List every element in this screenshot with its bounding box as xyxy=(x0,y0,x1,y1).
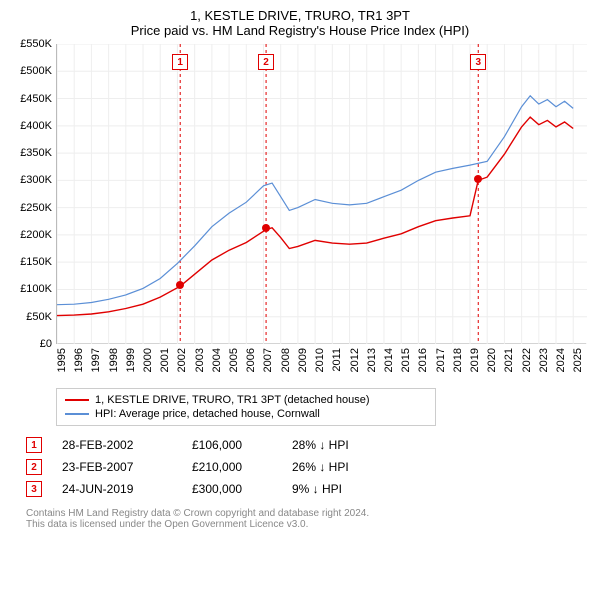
y-tick-label: £300K xyxy=(20,174,52,186)
x-tick-label: 2009 xyxy=(297,348,309,372)
x-tick-label: 2005 xyxy=(228,348,240,372)
legend-swatch xyxy=(65,413,89,415)
x-tick-label: 2017 xyxy=(435,348,447,372)
x-tick-label: 2013 xyxy=(366,348,378,372)
sale-marker: 1 xyxy=(26,437,42,453)
y-tick-label: £150K xyxy=(20,256,52,268)
sale-point xyxy=(176,281,184,289)
y-tick-label: £500K xyxy=(20,65,52,77)
x-tick-label: 2001 xyxy=(159,348,171,372)
y-tick-label: £400K xyxy=(20,120,52,132)
y-tick-label: £100K xyxy=(20,283,52,295)
y-tick-label: £350K xyxy=(20,147,52,159)
sale-marker: 2 xyxy=(26,459,42,475)
y-axis: £0£50K£100K£150K£200K£250K£300K£350K£400… xyxy=(8,44,56,344)
sale-diff: 26% ↓ HPI xyxy=(292,460,382,474)
legend-label: HPI: Average price, detached house, Corn… xyxy=(95,408,320,420)
legend-row: 1, KESTLE DRIVE, TRURO, TR1 3PT (detache… xyxy=(65,393,427,407)
footer-line1: Contains HM Land Registry data © Crown c… xyxy=(26,508,592,519)
footer-line2: This data is licensed under the Open Gov… xyxy=(26,519,592,530)
sales-table: 1 28-FEB-2002 £106,000 28% ↓ HPI 2 23-FEB-200… xyxy=(26,434,592,500)
sale-diff: 28% ↓ HPI xyxy=(292,438,382,452)
y-tick-label: £200K xyxy=(20,229,52,241)
x-tick-label: 2006 xyxy=(245,348,257,372)
x-tick-label: 1998 xyxy=(108,348,120,372)
x-tick-label: 2018 xyxy=(452,348,464,372)
plot-area: £0 £50K £100K £150K £200K £250K £300K £350K £400… xyxy=(8,44,592,384)
y-tick-label: £0 xyxy=(40,338,52,350)
x-tick-label: 2023 xyxy=(538,348,550,372)
x-tick-label: 2000 xyxy=(142,348,154,372)
x-tick-label: 2003 xyxy=(194,348,206,372)
sale-date: 28-FEB-2002 xyxy=(62,438,172,452)
x-tick-label: 2007 xyxy=(262,348,274,372)
x-tick-label: 2024 xyxy=(555,348,567,372)
plot: 1 2 3 xyxy=(56,44,586,344)
x-tick-label: 2002 xyxy=(176,348,188,372)
legend-row: HPI: Average price, detached house, Corn… xyxy=(65,407,427,421)
sale-row: 3 24-JUN-2019 £300,000 9% ↓ HPI xyxy=(26,478,592,500)
legend-label: 1, KESTLE DRIVE, TRURO, TR1 3PT (detache… xyxy=(95,394,370,406)
plot-svg xyxy=(57,44,587,344)
sale-point xyxy=(474,175,482,183)
sale-point xyxy=(262,224,270,232)
sale-price: £106,000 xyxy=(192,438,272,452)
x-tick-label: 2021 xyxy=(503,348,515,372)
x-tick-label: 2004 xyxy=(211,348,223,372)
sale-diff: 9% ↓ HPI xyxy=(292,482,382,496)
sale-label-box: 2 xyxy=(258,54,274,70)
x-tick-label: 2014 xyxy=(383,348,395,372)
chart-container: 1, KESTLE DRIVE, TRURO, TR1 3PT Price pa… xyxy=(0,0,600,538)
x-tick-label: 2015 xyxy=(400,348,412,372)
x-tick-label: 2008 xyxy=(280,348,292,372)
sale-label-box: 3 xyxy=(470,54,486,70)
sale-date: 23-FEB-2007 xyxy=(62,460,172,474)
y-tick-label: £50K xyxy=(26,311,52,323)
y-tick-label: £550K xyxy=(20,38,52,50)
x-axis: 1995 1996 1997 1998 1999 2000 2001 2002 2003 2004… xyxy=(56,344,586,384)
x-tick-label: 2011 xyxy=(331,348,343,372)
x-tick-label: 1999 xyxy=(125,348,137,372)
sale-date: 24-JUN-2019 xyxy=(62,482,172,496)
x-tick-label: 2016 xyxy=(417,348,429,372)
chart-title: 1, KESTLE DRIVE, TRURO, TR1 3PT xyxy=(8,8,592,23)
chart-subtitle: Price paid vs. HM Land Registry's House … xyxy=(8,23,592,38)
x-tick-label: 1996 xyxy=(73,348,85,372)
sale-price: £210,000 xyxy=(192,460,272,474)
y-tick-label: £250K xyxy=(20,202,52,214)
sale-price: £300,000 xyxy=(192,482,272,496)
sale-marker: 3 xyxy=(26,481,42,497)
x-tick-label: 1997 xyxy=(90,348,102,372)
legend-swatch xyxy=(65,399,89,401)
sale-label-box: 1 xyxy=(172,54,188,70)
x-tick-label: 2020 xyxy=(486,348,498,372)
legend: 1, KESTLE DRIVE, TRURO, TR1 3PT (detache… xyxy=(56,388,436,426)
x-tick-label: 2012 xyxy=(349,348,361,372)
sale-row: 2 23-FEB-2007 £210,000 26% ↓ HPI xyxy=(26,456,592,478)
y-tick-label: £450K xyxy=(20,93,52,105)
footer: Contains HM Land Registry data © Crown c… xyxy=(26,508,592,530)
x-tick-label: 2010 xyxy=(314,348,326,372)
x-tick-label: 2019 xyxy=(469,348,481,372)
sale-row: 1 28-FEB-2002 £106,000 28% ↓ HPI xyxy=(26,434,592,456)
x-tick-label: 1995 xyxy=(56,348,68,372)
x-tick-label: 2025 xyxy=(572,348,584,372)
x-tick-label: 2022 xyxy=(521,348,533,372)
